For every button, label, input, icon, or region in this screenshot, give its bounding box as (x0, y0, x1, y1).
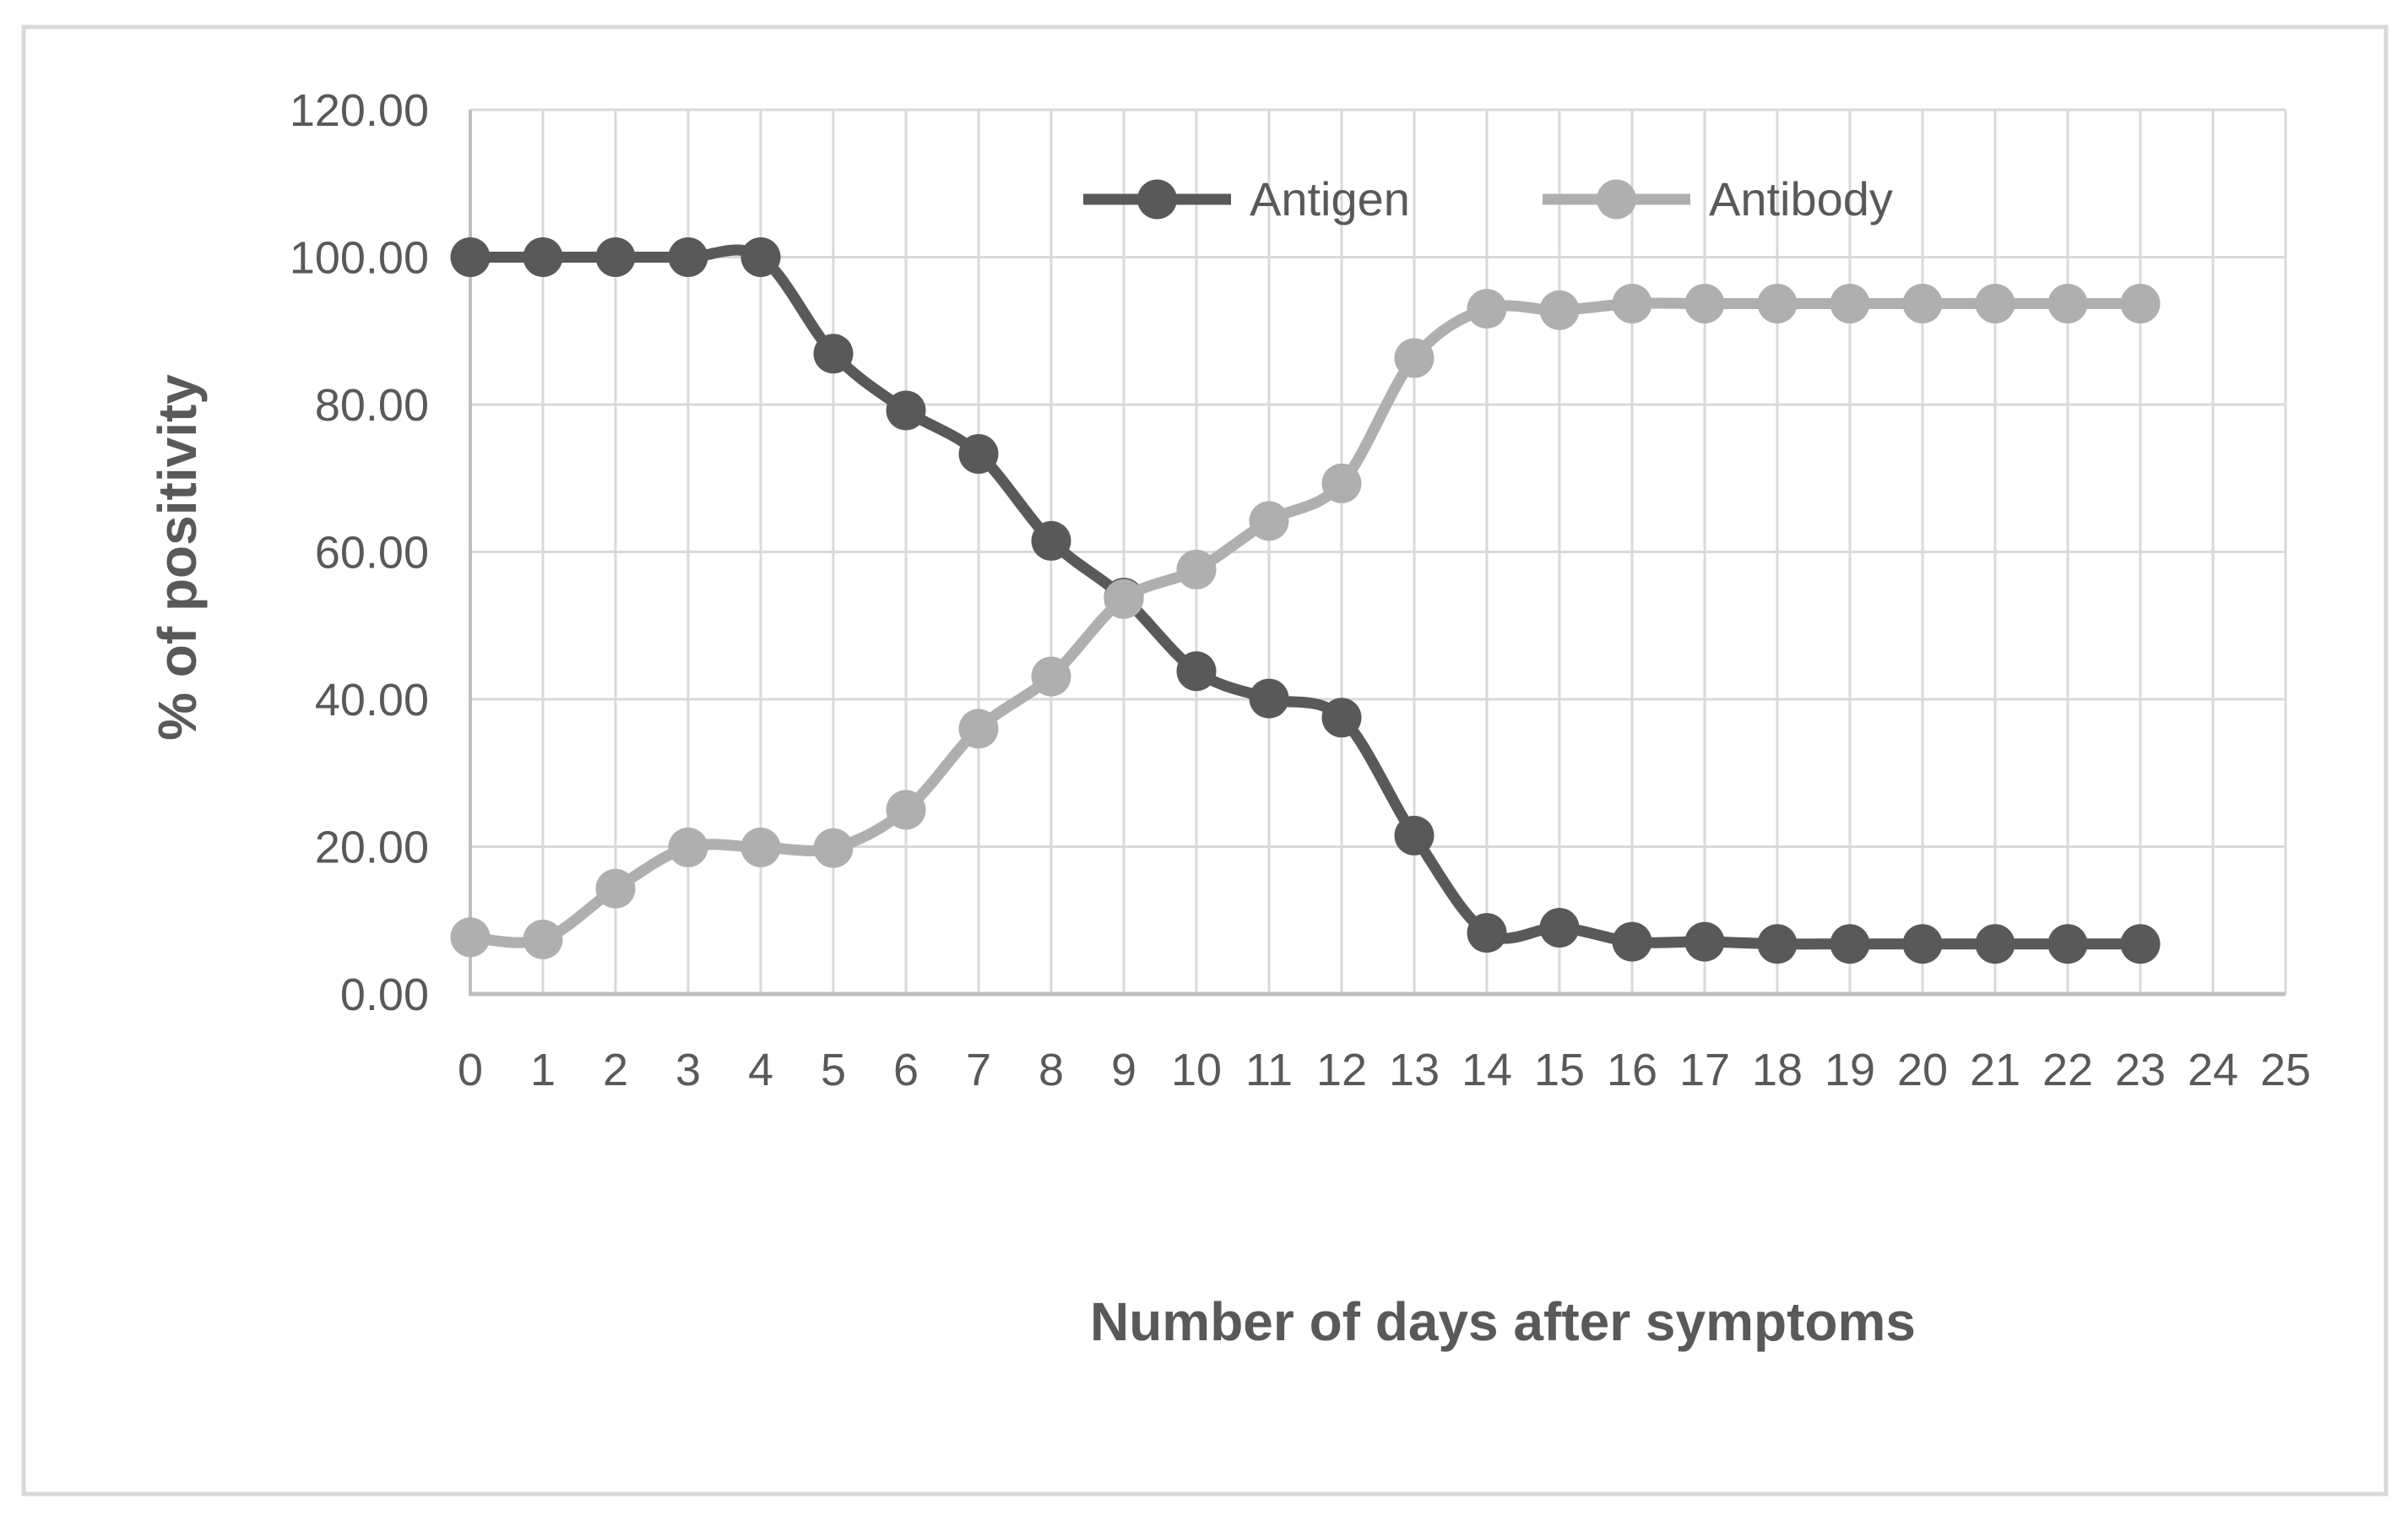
x-tick-label: 19 (1825, 1045, 1875, 1095)
x-tick-label: 3 (675, 1045, 701, 1095)
antibody-marker (450, 917, 491, 958)
x-tick-label: 24 (2188, 1045, 2238, 1095)
x-tick-label: 14 (1462, 1045, 1512, 1095)
antibody-marker (1757, 284, 1798, 323)
antibody-marker (1975, 284, 2015, 323)
x-tick-label: 15 (1534, 1045, 1585, 1095)
antibody-marker (1902, 284, 1943, 323)
antibody-marker (595, 868, 636, 909)
antigen-marker (595, 237, 636, 277)
y-axis-title: % of positivity (147, 374, 208, 741)
chart-frame (21, 24, 2389, 1497)
antigen-marker (1321, 698, 1362, 738)
antibody-marker (523, 919, 563, 959)
antigen-marker (450, 237, 491, 277)
antibody-marker (1467, 289, 1507, 329)
antigen-marker (1684, 921, 1725, 962)
antigen-marker (1031, 520, 1071, 561)
antibody-marker (1684, 284, 1725, 323)
x-tick-label: 20 (1897, 1045, 1948, 1095)
antigen-marker (886, 390, 926, 431)
x-tick-label: 6 (893, 1045, 919, 1095)
y-tick-label: 60.00 (315, 528, 429, 579)
antigen-marker (1830, 924, 1870, 964)
antigen-marker (1757, 924, 1798, 964)
antigen-marker (1394, 815, 1434, 856)
x-tick-label: 0 (458, 1045, 483, 1095)
y-tick-label: 20.00 (315, 823, 429, 873)
antibody-marker (1176, 549, 1217, 589)
antibody-marker (2120, 284, 2161, 323)
antibody-marker (1031, 656, 1071, 697)
x-tick-label: 11 (1245, 1045, 1293, 1095)
antigen-marker (1249, 678, 1289, 719)
antigen-marker (813, 334, 854, 374)
antibody-marker (1104, 579, 1144, 619)
x-tick-label: 5 (821, 1045, 846, 1095)
figure-border (21, 24, 2389, 1497)
x-tick-label: 4 (748, 1045, 773, 1095)
antibody-marker (1394, 338, 1434, 378)
antibody-marker (740, 827, 781, 867)
chart-legend: Antigen Antibody (1083, 172, 1893, 225)
antigen-marker (1467, 913, 1507, 953)
antigen-marker (523, 237, 563, 277)
x-tick-label: 25 (2260, 1045, 2311, 1095)
data-series (450, 237, 2161, 964)
x-tick-label: 10 (1171, 1045, 1222, 1095)
antigen-marker (1176, 651, 1217, 692)
y-tick-label: 100.00 (290, 233, 429, 284)
antigen-marker (1902, 924, 1943, 964)
x-tick-label: 7 (966, 1045, 991, 1095)
antibody-marker (1249, 501, 1289, 541)
antibody-marker (2047, 284, 2088, 323)
x-tick-label: 8 (1039, 1045, 1064, 1095)
x-tick-label: 22 (2042, 1045, 2093, 1095)
series-antibody (450, 284, 2161, 959)
antigen-marker (740, 237, 781, 277)
y-tick-label: 80.00 (315, 380, 429, 431)
x-tick-label: 1 (530, 1045, 556, 1095)
antibody-marker (1830, 284, 1870, 323)
antigen-marker (1612, 921, 1652, 962)
antibody-marker (813, 828, 854, 868)
x-tick-label: 2 (603, 1045, 628, 1095)
legend-label: Antibody (1709, 172, 1893, 225)
gridlines (469, 108, 2287, 994)
antigen-marker (2047, 924, 2088, 964)
antigen-marker (1539, 908, 1580, 948)
legend-marker (1137, 179, 1177, 220)
x-tick-label: 13 (1389, 1045, 1440, 1095)
antibody-marker (668, 827, 708, 867)
x-tick-label: 21 (1970, 1045, 2020, 1095)
antibody-marker (886, 790, 926, 830)
y-tick-label: 0.00 (340, 970, 429, 1020)
antibody-marker (1612, 284, 1652, 323)
legend-item-antibody: Antibody (1543, 172, 1893, 225)
x-tick-label: 12 (1316, 1045, 1367, 1095)
legend-item-antigen: Antigen (1083, 172, 1410, 225)
y-tick-label: 120.00 (290, 85, 429, 136)
x-tick-label: 16 (1607, 1045, 1657, 1095)
antigen-marker (958, 434, 999, 474)
legend-marker (1597, 179, 1636, 220)
x-tick-label: 17 (1679, 1045, 1730, 1095)
antigen-marker (1975, 924, 2015, 964)
series-antigen (450, 237, 2161, 964)
antigen-marker (2120, 924, 2161, 964)
x-tick-label: 9 (1111, 1045, 1136, 1095)
legend-label: Antigen (1250, 172, 1410, 225)
antibody-marker (1321, 463, 1362, 503)
y-tick-label: 40.00 (315, 675, 429, 725)
antigen-marker (668, 237, 708, 277)
x-tick-label: 18 (1752, 1045, 1803, 1095)
antibody-marker (1539, 290, 1580, 330)
x-axis-title: Number of days after symptoms (1089, 1291, 1917, 1352)
antibody-marker (958, 709, 999, 749)
x-tick-label: 23 (2115, 1045, 2166, 1095)
